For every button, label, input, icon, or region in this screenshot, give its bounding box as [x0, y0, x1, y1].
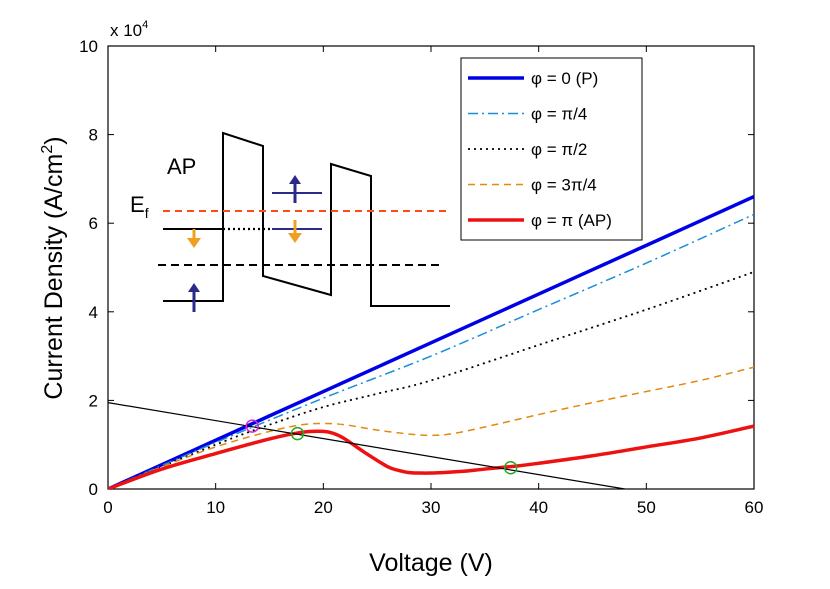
legend: φ = 0 (P) φ = π/4 φ = π/2 φ = 3π/4 φ = π (AP… — [460, 57, 643, 241]
x-axis-label: Voltage (V) — [369, 549, 493, 577]
x-tick-label: 0 — [103, 498, 112, 517]
y-tick-label: 0 — [89, 480, 98, 499]
x-tick-label: 40 — [529, 498, 548, 517]
y-axis-label: Current Density (A/cm2) — [39, 136, 68, 399]
series-layer — [108, 195, 754, 489]
y-multiplier: x 104 — [110, 19, 148, 40]
intersection-marker — [290, 426, 305, 441]
y-tick-label: 4 — [89, 303, 98, 322]
x-tick-label: 10 — [206, 498, 225, 517]
intersection-marker — [503, 460, 518, 475]
spin-up-arrow-icon — [188, 283, 200, 312]
barrier-profile — [163, 131, 450, 307]
series-line-1 — [108, 213, 754, 489]
legend-label-2: φ = π/2 — [531, 140, 587, 159]
x-tick-label: 30 — [422, 498, 441, 517]
inset-label-ap: AP — [167, 154, 196, 179]
legend-label-1: φ = π/4 — [531, 105, 587, 124]
legend-box — [460, 57, 643, 241]
y-tick-label: 2 — [89, 391, 98, 410]
legend-label-3: φ = 3π/4 — [531, 176, 597, 195]
intersection-marker — [245, 419, 260, 433]
spin-down-arrow-icon — [187, 229, 201, 248]
x-tick-label: 60 — [745, 498, 764, 517]
series-line-0 — [108, 195, 754, 489]
y-tick-label: 8 — [89, 126, 98, 145]
x-tick-label: 20 — [314, 498, 333, 517]
y-tick-label: 10 — [79, 37, 98, 56]
legend-label-4: φ = π (AP) — [531, 211, 612, 230]
load-line — [108, 402, 625, 489]
spin-up-arrow-icon — [289, 175, 301, 203]
series-line-3 — [108, 366, 754, 489]
marker-layer — [245, 419, 518, 475]
plot-frame — [107, 45, 755, 490]
legend-label-0: φ = 0 (P) — [531, 69, 598, 88]
x-tick-label: 50 — [637, 498, 656, 517]
inset-label-ef: Ef — [130, 192, 149, 221]
axis-ticks: 0 10 20 30 40 50 60 0 2 4 6 8 10 — [79, 37, 763, 517]
band-diagram-inset: AP Ef — [130, 131, 450, 312]
spin-down-arrow-icon — [288, 220, 302, 243]
y-tick-label: 6 — [89, 214, 98, 233]
